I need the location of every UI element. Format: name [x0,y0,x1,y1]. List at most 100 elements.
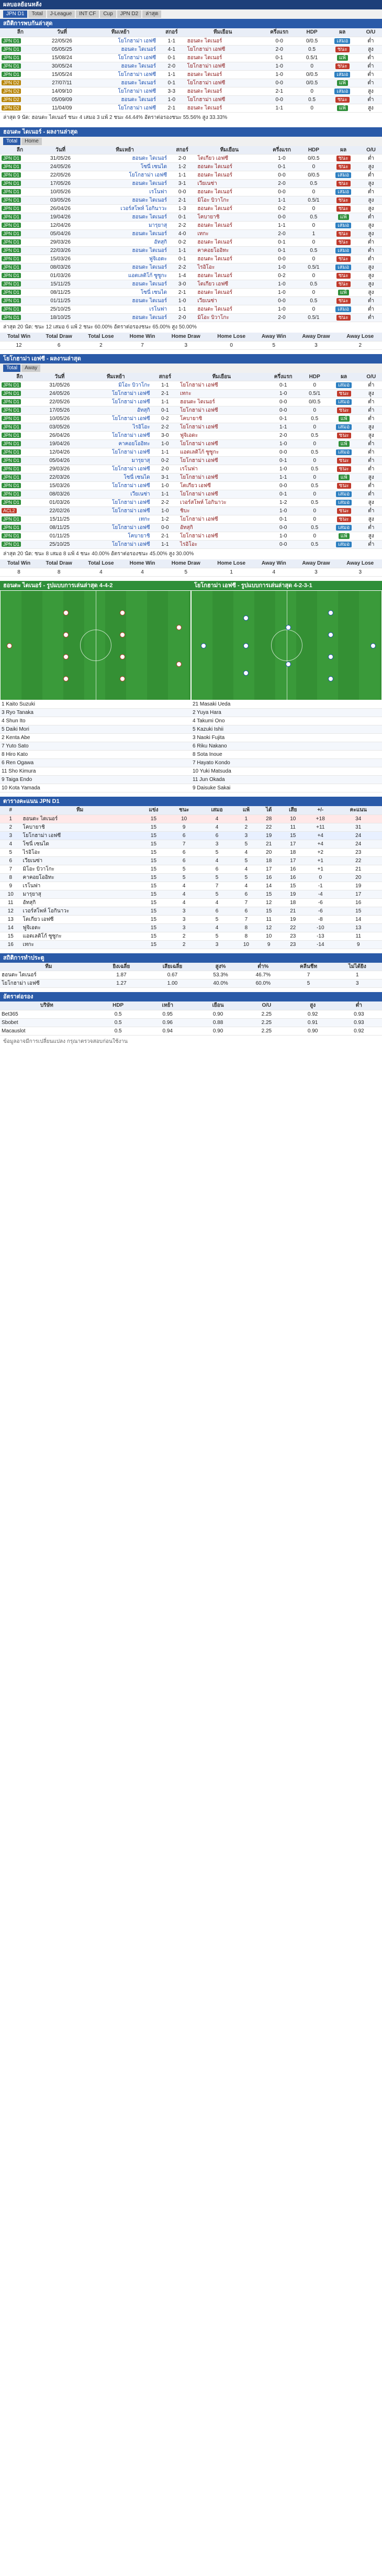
score-cell[interactable]: 1-1 [168,246,196,255]
home-team-link[interactable]: ฮอนดะ ไดเนอร์ [83,95,158,104]
player-marker[interactable] [63,676,69,681]
away-team-link[interactable]: ฮอนดะ ไดเนอร์ [196,305,263,314]
score-cell[interactable]: 2-2 [151,423,179,432]
home-team-link[interactable]: ฮอนดะ ไดเนอร์ [83,45,158,54]
league-badge[interactable]: JPN D1 [2,172,21,178]
score-cell[interactable]: 2-2 [168,221,196,230]
player-marker[interactable] [63,632,69,637]
player-name-link[interactable]: 8 Hiro Kato [0,750,191,759]
player-name-link[interactable]: 6 Ren Ogawa [0,758,191,767]
home-team-link[interactable]: โยโกฮาม่า เอฟซี [80,507,152,515]
league-badge[interactable]: JPN D1 [2,231,21,236]
home-team-link[interactable]: มารุยาสุ [80,456,152,465]
league-badge[interactable]: JPN D1 [2,416,21,421]
home-team-link[interactable]: โยโกฮาม่า เอฟซี [80,389,152,398]
score-cell[interactable]: 1-1 [168,171,196,180]
player-name-link[interactable]: 7 Yuto Sato [0,742,191,751]
home-team-link[interactable]: โซนี่ เซนได [81,288,169,297]
home-team-link[interactable]: โยโกฮาม่า เอฟซี [80,414,152,423]
home-tab-1[interactable]: Home [21,137,42,145]
league-badge[interactable]: JPN D2 [2,96,21,102]
standings-team-link[interactable]: โซนี่ เซนได [21,840,139,849]
score-cell[interactable]: 2-0 [168,313,196,322]
player-marker[interactable] [286,661,291,667]
home-team-link[interactable]: โยโกฮาม่า เอฟซี [80,540,152,549]
player-marker[interactable] [120,654,125,659]
player-name-link[interactable]: 9 Taiga Endo [0,775,191,784]
league-badge[interactable]: JPN D1 [2,54,21,60]
score-cell[interactable]: 1-2 [151,515,179,524]
away-team-link[interactable]: โตเกียว เอฟซี [196,280,263,289]
league-badge[interactable]: JPN D1 [2,223,21,228]
score-cell[interactable]: 0-1 [158,53,186,62]
player-name-link[interactable]: 2 Kenta Abe [0,733,191,742]
filter-tab-2[interactable]: J-League [47,10,75,18]
away-team-link[interactable]: เรโนฟา [178,465,265,474]
home-team-link[interactable]: อัทสุกิ [80,406,152,415]
away-team-link[interactable]: เวอร์สโพห์ โอกินาวะ [178,498,265,507]
standings-team-link[interactable]: มิโอะ บิวาโกะ [21,865,139,874]
home-team-link[interactable]: มารุยาสุ [81,221,169,230]
score-cell[interactable]: 0-0 [168,188,196,196]
standings-team-link[interactable]: โคบายาชิ [21,823,139,832]
away-team-link[interactable]: โคบายาชิ [178,414,265,423]
away-team-link[interactable]: ฮอนดะ ไดเนอร์ [196,288,263,297]
home-team-link[interactable]: ฮอนดะ ไดเนอร์ [81,246,169,255]
league-badge[interactable]: JPN D1 [2,256,21,261]
league-badge[interactable]: JPN D1 [2,63,21,69]
league-badge[interactable]: JPN D1 [2,458,21,463]
score-cell[interactable]: 1-4 [168,271,196,280]
home-team-link[interactable]: คาคอยโออิทะ [80,439,152,448]
player-marker[interactable] [63,654,69,659]
away-team-link[interactable]: คาคอยโออิทะ [196,246,263,255]
player-marker[interactable] [328,632,333,637]
league-badge[interactable]: JPN D1 [2,214,21,219]
league-badge[interactable]: JPN D1 [2,542,21,547]
away-team-link[interactable]: โยโกฮาม่า เอฟซี [178,532,265,541]
odds-cell[interactable]: 0.90 [192,1027,244,1036]
league-badge[interactable]: JPN D1 [2,516,21,522]
league-badge[interactable]: JPN D1 [2,38,21,43]
score-cell[interactable]: 2-0 [151,465,179,474]
home-team-link[interactable]: โยโกฮาม่า เอฟซี [80,431,152,440]
odds-cell[interactable]: 0.96 [142,1018,193,1027]
score-cell[interactable]: 0-1 [168,255,196,263]
away-team-link[interactable]: โตเกียว เอฟซี [178,481,265,490]
standings-team-link[interactable]: โตเกียว เอฟซี [21,915,139,924]
odds-cell[interactable]: 2.25 [243,1010,290,1019]
standings-team-link[interactable]: ฮอนดะ ไดเนอร์ [21,814,139,823]
league-badge[interactable]: JPN D1 [2,483,21,488]
odds-cell[interactable]: 0.90 [192,1010,244,1019]
player-marker[interactable] [370,643,376,648]
score-cell[interactable]: 1-0 [168,296,196,305]
player-name-link[interactable]: 3 Ryo Tanaka [0,708,191,717]
home-team-link[interactable]: ฮอนดะ ไดเนอร์ [81,296,169,305]
score-cell[interactable]: 0-2 [151,456,179,465]
home-team-link[interactable]: โยโกฮาม่า เอฟซี [80,448,152,457]
league-badge[interactable]: JPN D1 [2,273,21,278]
home-team-link[interactable]: มิโอะ บิวาโกะ [80,381,152,390]
home-team-link[interactable]: โซนี่ เซนได [81,162,169,171]
player-name-link[interactable]: 5 Kazuki Ishii [191,725,382,734]
away-team-link[interactable]: ฮอนดะ ไดเนอร์ [196,162,263,171]
league-badge[interactable]: JPN D1 [2,197,21,203]
home-team-link[interactable]: ฮอนดะ ไดเนอร์ [81,196,169,205]
home-team-link[interactable]: ฮอนดะ ไดเนอร์ [83,79,158,87]
player-name-link[interactable]: 11 Sho Kimura [0,767,191,776]
standings-team-link[interactable]: เวียเนซ่า [21,856,139,865]
score-cell[interactable]: 0-2 [151,414,179,423]
home-team-link[interactable]: เทกะ [80,515,152,524]
league-badge[interactable]: JPN D2 [2,80,21,85]
league-badge[interactable]: JPN D1 [2,449,21,455]
score-cell[interactable]: 1-0 [151,481,179,490]
score-cell[interactable]: 3-1 [168,179,196,188]
score-cell[interactable]: 1-1 [158,37,186,46]
away-team-link[interactable]: ฟูจิเอดะ [178,431,265,440]
away-team-link[interactable]: ไรอิโอะ [196,263,263,272]
score-cell[interactable]: 3-0 [168,280,196,289]
player-marker[interactable] [243,643,249,648]
score-cell[interactable]: 1-1 [158,70,186,79]
player-marker[interactable] [176,661,182,667]
league-badge[interactable]: JPN D1 [2,290,21,295]
odds-cell[interactable]: 0.90 [289,1027,336,1036]
